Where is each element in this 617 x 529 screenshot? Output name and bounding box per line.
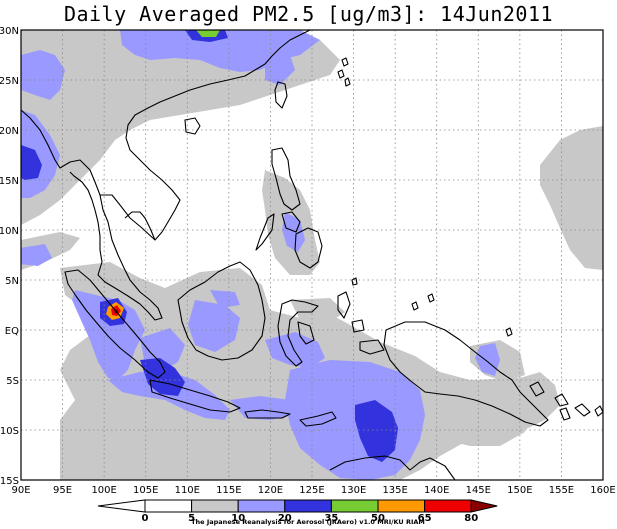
lon-tick-label: 115E <box>216 485 241 496</box>
lon-tick-label: 125E <box>299 485 324 496</box>
latitude-labels: 30N 25N 20N 15N 10N 5N EQ 5S 10S 15S <box>0 26 19 487</box>
lat-tick-label: 15N <box>0 176 19 187</box>
lat-tick-label: 25N <box>0 76 19 87</box>
colorbar-level-label: 0 <box>142 513 149 524</box>
lon-tick-label: 160E <box>590 485 615 496</box>
colorbar-labels: 0 5 10 20 35 50 65 80 <box>142 513 479 524</box>
credit-text: The Japanese Reanalysis for Aerosol (JRA… <box>191 518 425 526</box>
colorbar <box>97 499 498 513</box>
colorbar-above-arrow <box>470 499 498 513</box>
lat-tick-label: 10S <box>0 426 19 437</box>
colorbar-level-label: 20 <box>278 513 292 524</box>
lon-tick-label: 100E <box>91 485 116 496</box>
colorbar-segment <box>377 499 426 513</box>
lon-tick-label: 130E <box>341 485 366 496</box>
longitude-labels: 90E 95E 100E 105E 110E 115E 120E 125E 130E 135E 14… <box>11 485 615 496</box>
lat-tick-label: 15S <box>0 476 19 487</box>
map-title: Daily Averaged PM2.5 [ug/m3]: 14Jun2011 <box>63 2 554 26</box>
pm25-20-35-areas <box>21 30 398 462</box>
colorbar-level-label: 5 <box>188 513 195 524</box>
lon-tick-label: 110E <box>175 485 200 496</box>
lon-tick-label: 135E <box>382 485 407 496</box>
colorbar-below-arrow <box>97 499 146 513</box>
colorbar-segment <box>237 499 286 513</box>
lat-tick-label: EQ <box>5 326 19 337</box>
lon-tick-label: 90E <box>11 485 30 496</box>
lat-tick-label: 30N <box>0 26 19 37</box>
pm25-35-50-area <box>196 30 220 37</box>
colorbar-segment <box>284 499 332 513</box>
colorbar-level-label: 50 <box>371 513 385 524</box>
lon-tick-label: 150E <box>507 485 532 496</box>
colorbar-level-label: 65 <box>418 513 432 524</box>
pm25-field <box>21 30 603 480</box>
lon-tick-label: 140E <box>424 485 449 496</box>
colorbar-segment <box>191 499 239 513</box>
lat-tick-label: 20N <box>0 126 19 137</box>
lon-tick-label: 145E <box>466 485 491 496</box>
colorbar-level-label: 10 <box>231 513 245 524</box>
colorbar-segment <box>144 499 193 513</box>
lon-tick-label: 105E <box>133 485 158 496</box>
lon-tick-label: 120E <box>258 485 283 496</box>
map-gridlines <box>21 30 603 480</box>
lat-tick-label: 5S <box>6 376 19 387</box>
lon-tick-label: 155E <box>549 485 574 496</box>
colorbar-segment <box>424 499 472 513</box>
colorbar-level-label: 35 <box>324 513 338 524</box>
lat-tick-label: 5N <box>5 276 19 287</box>
colorbar-segment <box>330 499 379 513</box>
lon-tick-label: 95E <box>53 485 72 496</box>
coastlines <box>21 30 603 480</box>
colorbar-level-label: 80 <box>464 513 478 524</box>
map-frame <box>20 29 604 481</box>
lat-tick-label: 10N <box>0 226 19 237</box>
